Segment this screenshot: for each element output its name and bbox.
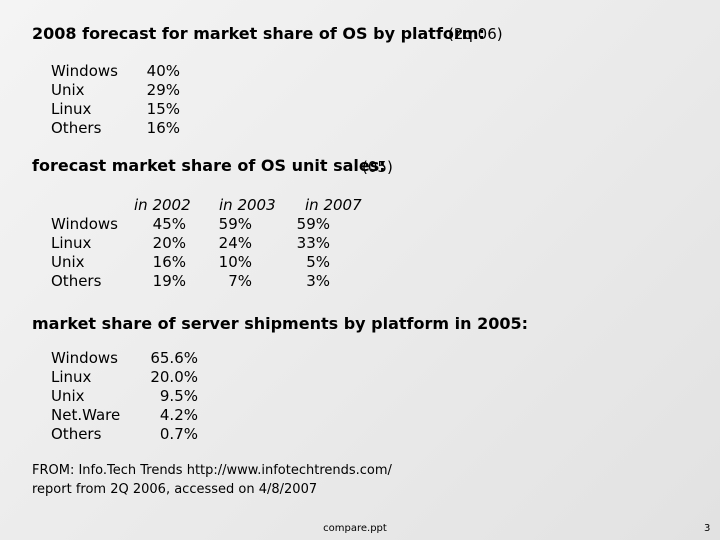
- section3-row-share: 65.6%: [150, 349, 198, 367]
- section3-row-name: Net.Ware: [51, 406, 121, 424]
- section3-row-name: Linux: [51, 368, 92, 386]
- source-line-2: report from 2Q 2006, accessed on 4/8/200…: [32, 482, 318, 497]
- section2-column-header: in 2007: [305, 196, 362, 214]
- section2-col-2003: 59% 24% 10% 7%: [206, 215, 252, 291]
- section3-row-share: 9.5%: [159, 387, 198, 405]
- section2-cell: 5%: [306, 253, 330, 271]
- section2-col-2002: 45% 20% 16% 19%: [140, 215, 186, 291]
- section2-row-name: Others: [51, 272, 102, 290]
- section2-cell: 59%: [218, 215, 252, 233]
- section3-row-name: Unix: [51, 387, 85, 405]
- section1-row-share: 16%: [146, 119, 180, 137]
- section1-row-name: Linux: [51, 100, 92, 118]
- section1-row-name: Others: [51, 119, 102, 137]
- section2-row-name: Linux: [51, 234, 92, 252]
- section3-row-share: 4.2%: [159, 406, 198, 424]
- section1-row-share: 29%: [146, 81, 180, 99]
- section1-title: 2008 forecast for market share of OS by …: [32, 24, 485, 43]
- section3-row-share: 20.0%: [150, 368, 198, 386]
- section3-row-name: Windows: [51, 349, 118, 367]
- page-number: 3: [704, 523, 711, 534]
- section2-cell: 45%: [152, 215, 186, 233]
- section2-names: Windows Linux Unix Others: [51, 215, 131, 291]
- section1-row-name: Windows: [51, 62, 118, 80]
- section2-cell: 19%: [152, 272, 186, 290]
- section2-row-name: Windows: [51, 215, 118, 233]
- section2-column-header: in 2002: [134, 196, 191, 214]
- section2-cell: 16%: [152, 253, 186, 271]
- section2-cell: 10%: [218, 253, 252, 271]
- section3-title: market share of server shipments by plat…: [32, 314, 528, 333]
- section2-period: (05): [362, 158, 393, 176]
- section3-shares: 65.6% 20.0% 9.5% 4.2% 0.7%: [140, 349, 198, 444]
- section3-row-name: Others: [51, 425, 102, 443]
- section2-col-2007: 59% 33% 5% 3%: [284, 215, 330, 291]
- section3-row-share: 0.7%: [159, 425, 198, 443]
- section2-cell: 59%: [296, 215, 330, 233]
- section2-row-name: Unix: [51, 253, 85, 271]
- section2-column-header: in 2003: [219, 196, 276, 214]
- footer-filename: compare.ppt: [323, 523, 387, 534]
- section2-cell: 20%: [152, 234, 186, 252]
- section2-cell: 24%: [218, 234, 252, 252]
- section1-period: (2q 06): [448, 25, 503, 43]
- section2-cell: 33%: [296, 234, 330, 252]
- section2-cell: 7%: [228, 272, 252, 290]
- section1-row-share: 15%: [146, 100, 180, 118]
- section1-names: Windows Unix Linux Others: [51, 62, 131, 138]
- section3-names: Windows Linux Unix Net.Ware Others: [51, 349, 141, 444]
- source-line-1: FROM: Info.Tech Trends http://www.infote…: [32, 463, 392, 478]
- section1-row-share: 40%: [146, 62, 180, 80]
- section2-cell: 3%: [306, 272, 330, 290]
- section1-row-name: Unix: [51, 81, 85, 99]
- section1-shares: 40% 29% 15% 16%: [135, 62, 180, 138]
- section2-title: forecast market share of OS unit sales:: [32, 156, 386, 175]
